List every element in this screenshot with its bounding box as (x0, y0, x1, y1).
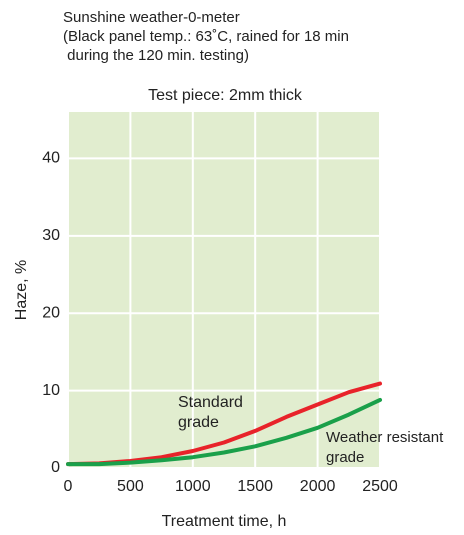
title-line: Sunshine weather-0-meter (63, 9, 240, 26)
y-tick-label: 30 (42, 227, 60, 244)
standard-label: Standard grade (178, 394, 243, 431)
x-tick-label: 2500 (362, 478, 398, 495)
y-tick-label: 10 (42, 382, 60, 399)
x-tick-label: 1500 (237, 478, 273, 495)
x-tick-label: 1000 (175, 478, 211, 495)
plot-area (68, 112, 380, 468)
subtitle: Test piece: 2mm thick (148, 87, 303, 104)
y-axis-label: Haze, % (13, 260, 30, 320)
title-line: (Black panel temp.: 63˚C, rained for 18 … (63, 28, 349, 45)
title-line: during the 120 min. testing) (63, 47, 249, 64)
x-tick-label: 500 (117, 478, 144, 495)
weather-label: Weather resistant grade (326, 429, 444, 466)
x-tick-label: 2000 (300, 478, 336, 495)
y-tick-label: 40 (42, 150, 60, 167)
x-tick-label: 0 (64, 478, 73, 495)
y-tick-label: 0 (51, 459, 60, 476)
line-series (66, 397, 382, 467)
x-axis-label: Treatment time, h (162, 513, 287, 530)
y-tick-label: 20 (42, 304, 60, 321)
